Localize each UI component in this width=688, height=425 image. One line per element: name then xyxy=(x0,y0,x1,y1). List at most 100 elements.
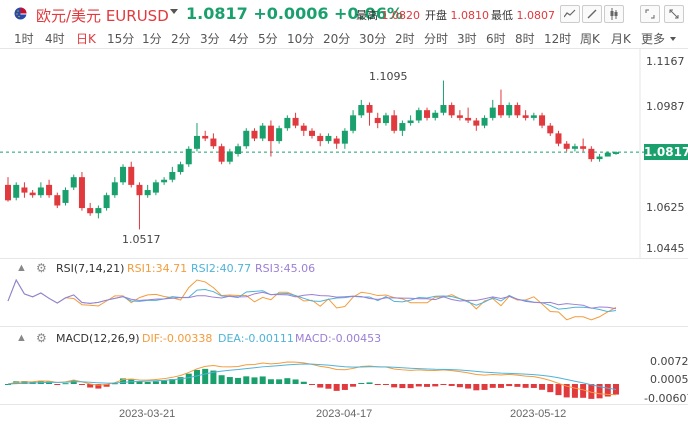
dif-line xyxy=(7,361,617,396)
tab-15m[interactable]: 15分 xyxy=(107,32,135,46)
tab-8h[interactable]: 8时 xyxy=(515,32,535,46)
candle xyxy=(128,161,135,188)
candle-body xyxy=(333,138,340,144)
candle xyxy=(382,112,389,126)
tab-4m[interactable]: 4分 xyxy=(229,32,249,46)
rsi-chart xyxy=(7,278,617,321)
candle xyxy=(276,125,283,144)
macd-bar xyxy=(267,379,274,384)
tab-10m[interactable]: 10分 xyxy=(287,32,315,46)
tab-3m[interactable]: 3分 xyxy=(200,32,220,46)
indicator-icon[interactable] xyxy=(560,5,580,23)
tab-1m[interactable]: 1分 xyxy=(142,32,162,46)
candle-body xyxy=(317,135,324,142)
candle xyxy=(193,123,200,152)
candle-body xyxy=(514,105,521,116)
fullscreen-icon[interactable] xyxy=(664,5,684,23)
macd-title: MACD(12,26,9) xyxy=(56,332,140,345)
candle xyxy=(87,202,94,216)
chevron-down-icon[interactable] xyxy=(170,9,178,14)
tab-4h[interactable]: 4时 xyxy=(45,32,65,46)
macd-bar xyxy=(473,384,480,391)
tab-12h[interactable]: 12时 xyxy=(544,32,572,46)
candlestick-chart[interactable] xyxy=(0,48,688,258)
tab-2m[interactable]: 2分 xyxy=(171,32,191,46)
candle xyxy=(21,182,28,198)
tab-30m[interactable]: 30分 xyxy=(359,32,387,46)
settings-icon[interactable]: ⚙ xyxy=(36,261,47,275)
candle-body xyxy=(596,156,603,160)
tab-6h[interactable]: 6时 xyxy=(486,32,506,46)
collapse-icon[interactable]: ▲ xyxy=(16,332,27,344)
candle xyxy=(555,130,562,147)
tab-1h[interactable]: 1时 xyxy=(14,32,34,46)
candle-body xyxy=(243,130,250,147)
candle-body xyxy=(415,110,422,121)
candle xyxy=(522,110,529,121)
candle xyxy=(120,164,127,185)
macd-bar xyxy=(120,378,127,384)
macd-bar xyxy=(309,384,315,385)
candle-body xyxy=(424,110,431,118)
candle xyxy=(78,172,85,211)
candle-body xyxy=(46,184,53,196)
candle xyxy=(530,112,537,121)
candle-body xyxy=(185,148,192,165)
macd-bar xyxy=(284,378,291,384)
dea-line xyxy=(7,363,617,390)
expand-icon[interactable] xyxy=(640,5,660,23)
low-stat: 最低 1.0807 xyxy=(491,7,555,23)
candle-body xyxy=(358,105,365,116)
candle xyxy=(169,166,176,183)
candle xyxy=(46,179,53,198)
candle xyxy=(448,102,455,118)
rsi3-value: RSI3:45.06 xyxy=(255,262,316,275)
tab-daily[interactable]: 日K xyxy=(76,32,96,46)
candle-body xyxy=(399,123,406,131)
candle-body xyxy=(580,146,587,149)
symbol-name[interactable]: 欧元/美元 EURUSD xyxy=(36,7,169,25)
tab-more[interactable]: 更多 xyxy=(641,32,666,46)
candle-type-icon[interactable] xyxy=(604,5,624,23)
tab-5m[interactable]: 5分 xyxy=(258,32,278,46)
candle-body xyxy=(276,128,283,142)
tab-weekly[interactable]: 周K xyxy=(580,32,600,46)
open-value: 1.0810 xyxy=(450,9,490,22)
tab-3h[interactable]: 3时 xyxy=(457,32,477,46)
candle xyxy=(309,128,315,139)
candle xyxy=(514,102,521,118)
candle xyxy=(300,123,307,136)
candle-body xyxy=(284,117,291,129)
candle xyxy=(497,89,504,118)
macd-bar xyxy=(547,384,554,393)
divider xyxy=(0,404,688,405)
tab-2h[interactable]: 2时 xyxy=(395,32,415,46)
macd-bar xyxy=(465,384,472,389)
candle-body xyxy=(539,115,546,126)
tab-timeline[interactable]: 分时 xyxy=(424,32,449,46)
date-label: 2023-04-17 xyxy=(316,408,373,420)
candle xyxy=(37,182,44,198)
candle-body xyxy=(555,133,562,144)
collapse-icon[interactable]: ▲ xyxy=(16,262,27,274)
candle-body xyxy=(226,151,233,162)
draw-tool-icon[interactable] xyxy=(582,5,602,23)
macd-bar xyxy=(193,369,200,384)
macd-bar xyxy=(456,384,463,388)
candle-body xyxy=(366,105,373,113)
macd-bar xyxy=(325,384,332,389)
settings-icon[interactable]: ⚙ xyxy=(36,331,47,345)
macd-bar xyxy=(571,384,578,398)
macd-bar xyxy=(202,368,209,384)
macd-bar xyxy=(62,383,69,385)
macd-bar xyxy=(111,383,118,385)
candle-body xyxy=(448,105,455,116)
high-label: 最高 xyxy=(356,9,378,22)
candle xyxy=(325,133,332,144)
macd-tick: -0.00607 xyxy=(644,392,688,405)
candle xyxy=(489,99,496,121)
tab-monthly[interactable]: 月K xyxy=(611,32,631,46)
candle-body xyxy=(95,208,102,214)
more-chevron-icon[interactable] xyxy=(670,37,676,41)
tab-20m[interactable]: 20分 xyxy=(323,32,351,46)
